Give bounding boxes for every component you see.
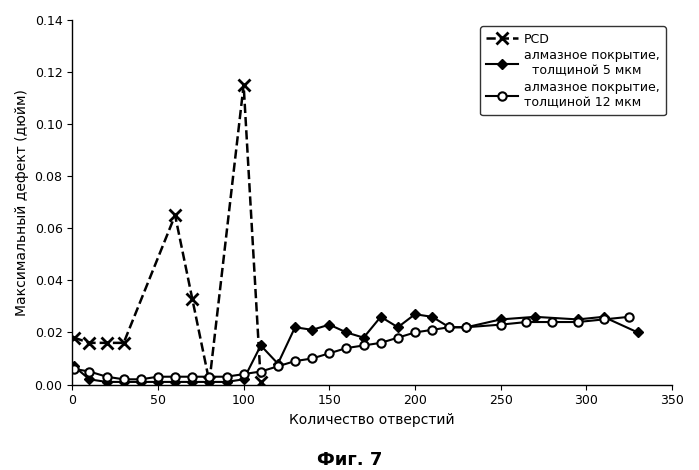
Text: Фиг. 7: Фиг. 7 (317, 451, 382, 470)
Legend: PCD, алмазное покрытие,
  толщиной 5 мкм, алмазное покрытие,
толщиной 12 мкм: PCD, алмазное покрытие, толщиной 5 мкм, … (480, 26, 666, 115)
Y-axis label: Максимальный дефект (дюйм): Максимальный дефект (дюйм) (15, 89, 29, 316)
X-axis label: Количество отверстий: Количество отверстий (289, 413, 455, 427)
